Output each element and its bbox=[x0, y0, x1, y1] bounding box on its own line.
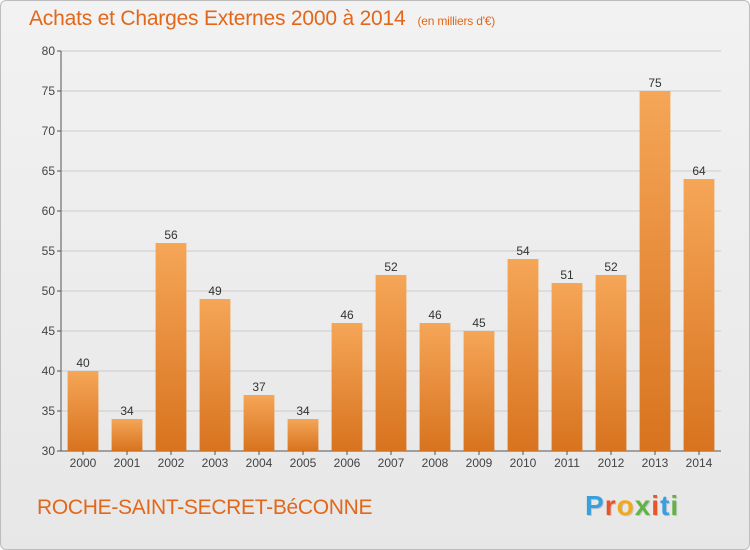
bars bbox=[67, 91, 715, 451]
bar-2012 bbox=[595, 275, 627, 451]
x-tick-label-2004: 2004 bbox=[246, 456, 273, 470]
x-tick-label-2011: 2011 bbox=[554, 456, 580, 470]
chart-unit: (en milliers d'€) bbox=[417, 14, 496, 28]
x-tick-label-2007: 2007 bbox=[378, 456, 405, 470]
logo-letter: P bbox=[585, 490, 605, 521]
bar-2003 bbox=[199, 299, 231, 451]
bar-2011 bbox=[551, 283, 583, 451]
data-label-2001: 34 bbox=[120, 404, 134, 418]
logo-letter: o bbox=[616, 490, 635, 521]
proxiti-logo: Proxiti bbox=[585, 490, 679, 522]
y-tick-label: 70 bbox=[42, 124, 56, 138]
x-tick-label-2009: 2009 bbox=[466, 456, 493, 470]
y-tick-label: 35 bbox=[42, 404, 56, 418]
bar-2006 bbox=[331, 323, 363, 451]
bar-2000 bbox=[67, 371, 99, 451]
y-tick-label: 65 bbox=[42, 164, 56, 178]
x-tick-label-2001: 2001 bbox=[114, 456, 141, 470]
y-tick-label: 50 bbox=[42, 284, 56, 298]
x-tick-label-2010: 2010 bbox=[510, 456, 537, 470]
x-tick-label-2000: 2000 bbox=[70, 456, 97, 470]
data-label-2014: 64 bbox=[692, 164, 706, 178]
data-label-2012: 52 bbox=[604, 260, 618, 274]
data-label-2005: 34 bbox=[296, 404, 310, 418]
logo-letter: t bbox=[660, 490, 671, 521]
chart-title: Achats et Charges Externes 2000 à 2014 (e… bbox=[29, 7, 495, 31]
bar-2007 bbox=[375, 275, 407, 451]
y-tick-label: 45 bbox=[42, 324, 56, 338]
logo-letter: x bbox=[634, 490, 652, 521]
logo-letter: i bbox=[651, 490, 661, 521]
bar-2009 bbox=[463, 331, 495, 451]
x-tick-label-2014: 2014 bbox=[686, 456, 713, 470]
logo-letter: r bbox=[604, 490, 617, 521]
data-label-2007: 52 bbox=[384, 260, 398, 274]
data-label-2006: 46 bbox=[340, 308, 354, 322]
bar-2013 bbox=[639, 91, 671, 451]
logo-letter: i bbox=[670, 490, 680, 521]
data-label-2013: 75 bbox=[648, 76, 662, 90]
data-label-2002: 56 bbox=[164, 228, 178, 242]
y-tick-label: 30 bbox=[42, 444, 56, 458]
y-tick-label: 75 bbox=[42, 84, 56, 98]
data-label-2010: 54 bbox=[516, 244, 530, 258]
bar-2001 bbox=[111, 419, 143, 451]
x-tick-label-2005: 2005 bbox=[290, 456, 317, 470]
x-tick-label-2003: 2003 bbox=[202, 456, 229, 470]
x-tick-label-2013: 2013 bbox=[642, 456, 669, 470]
data-label-2008: 46 bbox=[428, 308, 442, 322]
bar-2014 bbox=[683, 179, 715, 451]
labels: 30 35 40 45 50 55 60 65 70 75 80 40 2000 34 2001 56 2002… bbox=[42, 44, 713, 470]
x-tick-label-2006: 2006 bbox=[334, 456, 361, 470]
x-tick-label-2012: 2012 bbox=[598, 456, 625, 470]
bar-2005 bbox=[287, 419, 319, 451]
y-tick-label: 80 bbox=[42, 44, 56, 58]
data-label-2003: 49 bbox=[208, 284, 222, 298]
y-tick-label: 55 bbox=[42, 244, 56, 258]
data-label-2004: 37 bbox=[252, 380, 266, 394]
x-tick-label-2008: 2008 bbox=[422, 456, 449, 470]
bar-2002 bbox=[155, 243, 187, 451]
data-label-2011: 51 bbox=[560, 268, 574, 282]
bar-2008 bbox=[419, 323, 451, 451]
commune-name: ROCHE-SAINT-SECRET-BéCONNE bbox=[37, 496, 373, 519]
chart-title-text: Achats et Charges Externes 2000 à 2014 bbox=[29, 7, 406, 30]
bar-2010 bbox=[507, 259, 539, 451]
data-label-2009: 45 bbox=[472, 316, 486, 330]
y-tick-label: 40 bbox=[42, 364, 56, 378]
x-tick-label-2002: 2002 bbox=[158, 456, 185, 470]
data-label-2000: 40 bbox=[76, 356, 90, 370]
y-tick-label: 60 bbox=[42, 204, 56, 218]
bar-2004 bbox=[243, 395, 275, 451]
